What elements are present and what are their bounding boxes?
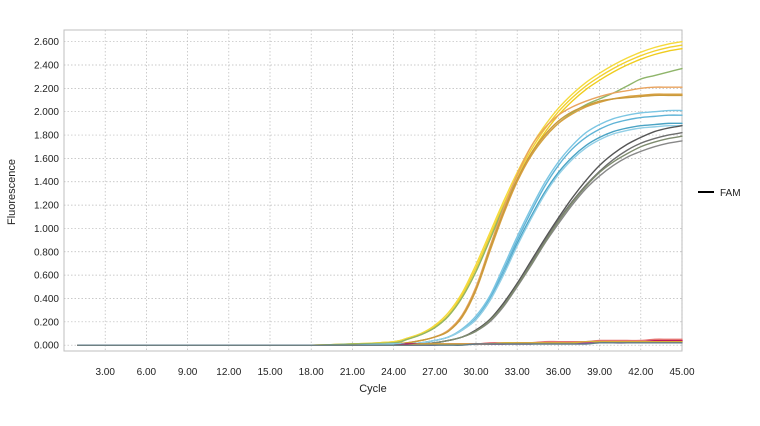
y-tick-label-6: 1.200: [34, 201, 59, 212]
grid-lines: [64, 30, 683, 351]
series-lines: [77, 40, 683, 346]
x-tick-label-8: 27.00: [422, 367, 447, 378]
y-tick-label-10: 2.000: [34, 107, 59, 118]
legend: FAM: [698, 188, 741, 199]
x-tick-label-11: 36.00: [546, 367, 571, 378]
y-tick-label-3: 0.600: [34, 271, 59, 282]
x-tick-label-0: 3.00: [95, 367, 115, 378]
x-tick-label-6: 21.00: [340, 367, 365, 378]
x-tick-label-14: 45.00: [669, 367, 694, 378]
y-tick-label-12: 2.400: [34, 61, 59, 72]
x-tick-label-12: 39.00: [587, 367, 612, 378]
x-tick-label-4: 15.00: [257, 367, 282, 378]
x-axis-title: Cycle: [359, 383, 387, 395]
x-tick-label-10: 33.00: [505, 367, 530, 378]
x-tick-label-13: 42.00: [628, 367, 653, 378]
y-axis-title: Fluorescence: [6, 159, 18, 225]
y-axis-ticks: 0.000 0.200 0.400 0.600 0.800 1.000 1.200 1.400…: [34, 37, 59, 351]
y-tick-label-13: 2.600: [34, 37, 59, 48]
x-axis-ticks: 3.00 6.00 9.00 12.00 15.00 18.00 21.00 24.00 27.…: [95, 367, 694, 378]
y-tick-label-1: 0.200: [34, 317, 59, 328]
x-tick-label-1: 6.00: [137, 367, 157, 378]
series-line-19: [77, 342, 683, 346]
y-tick-label-8: 1.600: [34, 154, 59, 165]
y-tick-label-4: 0.800: [34, 247, 59, 258]
y-tick-label-5: 1.000: [34, 224, 59, 235]
y-tick-label-9: 1.800: [34, 131, 59, 142]
y-tick-label-0: 0.000: [34, 341, 59, 352]
x-tick-label-3: 12.00: [216, 367, 241, 378]
y-tick-label-2: 0.400: [34, 294, 59, 305]
x-tick-label-7: 24.00: [381, 367, 406, 378]
plot-area: [63, 29, 683, 352]
y-tick-label-11: 2.200: [34, 84, 59, 95]
x-tick-label-5: 18.00: [299, 367, 324, 378]
y-tick-label-7: 1.400: [34, 177, 59, 188]
x-tick-label-9: 30.00: [463, 367, 488, 378]
x-tick-label-2: 9.00: [178, 367, 198, 378]
legend-label-fam: FAM: [720, 188, 741, 199]
